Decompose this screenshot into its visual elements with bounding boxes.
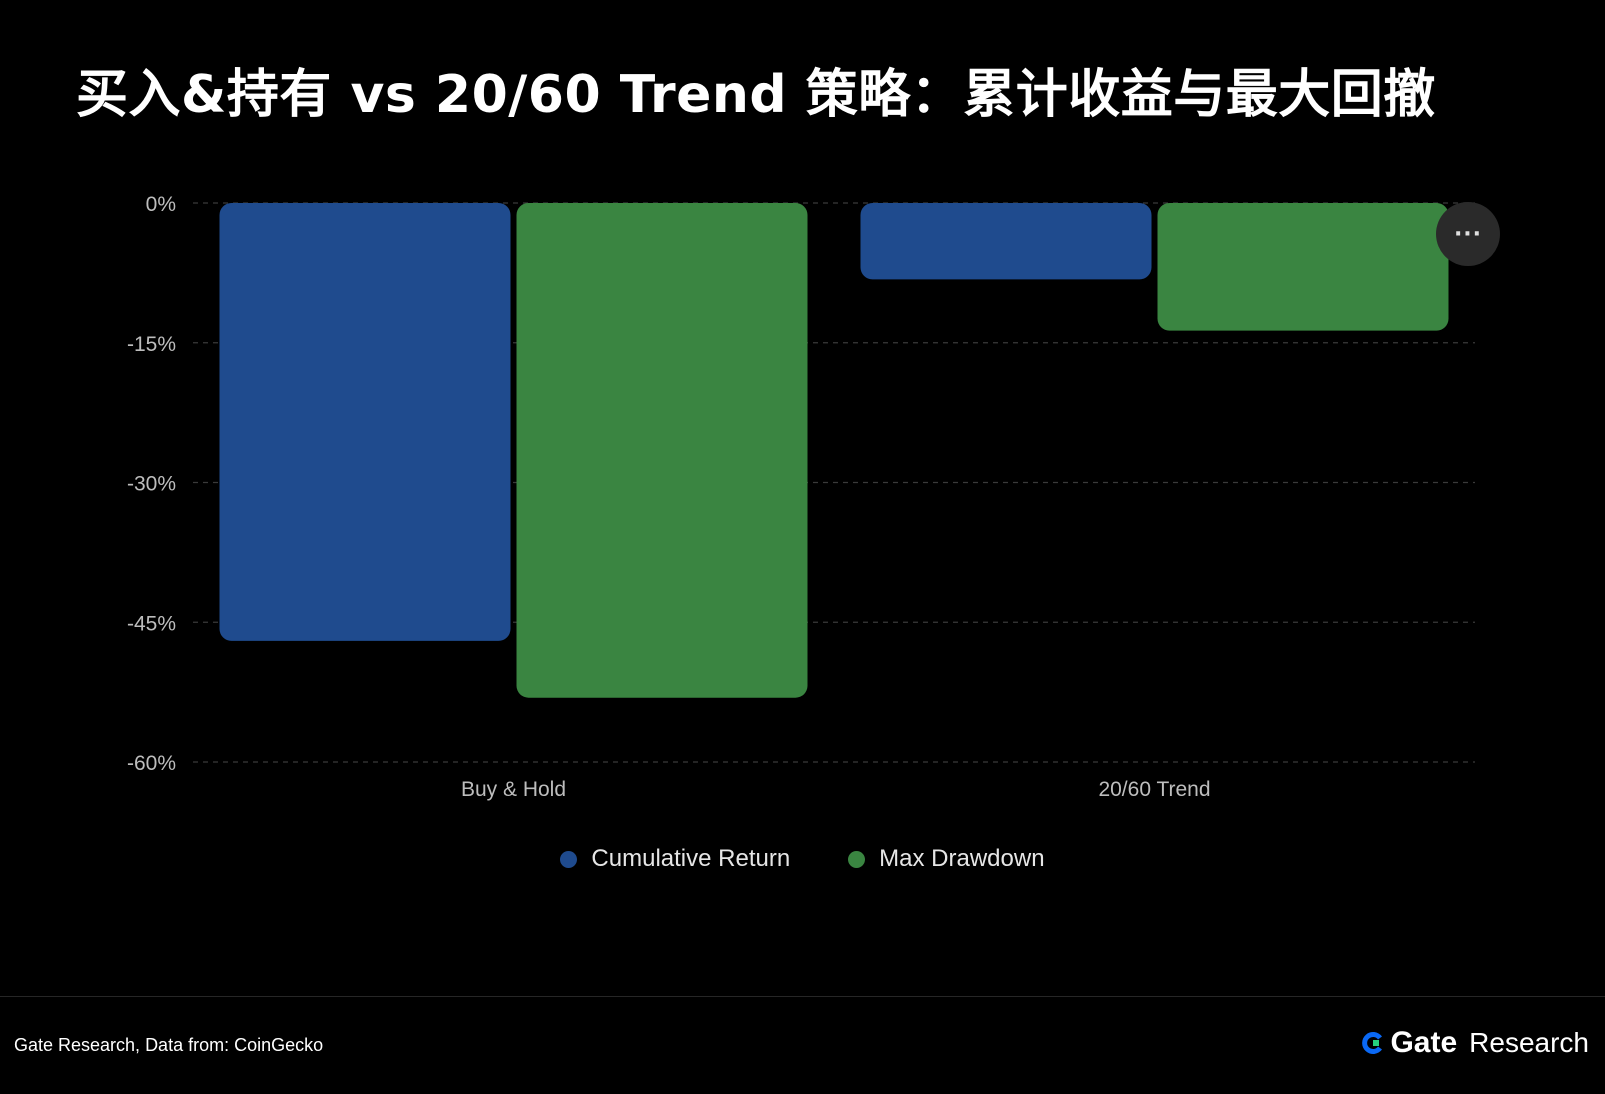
- legend-label: Max Drawdown: [879, 845, 1045, 872]
- y-tick-label: 0%: [146, 193, 176, 216]
- x-axis-ticks: Buy & Hold 20/60 Trend: [461, 778, 1211, 801]
- legend: Cumulative Return Max Drawdown: [0, 845, 1605, 873]
- legend-item-cumulative-return[interactable]: Cumulative Return: [560, 845, 790, 873]
- more-options-button[interactable]: ···: [1436, 202, 1500, 266]
- brand-name: Gate: [1390, 1026, 1458, 1059]
- y-tick-label: -45%: [127, 612, 176, 635]
- y-tick-label: -30%: [127, 473, 176, 496]
- legend-dot-cumulative-return: [560, 850, 578, 868]
- bars: [219, 203, 1449, 698]
- x-tick-label: Buy & Hold: [461, 778, 566, 801]
- legend-label: Cumulative Return: [591, 845, 791, 872]
- bar-chart: 0% -15% -30% -45% -60% Buy & Hold 20/60 Trend: [127, 193, 1475, 801]
- y-axis-ticks: 0% -15% -30% -45% -60%: [127, 193, 176, 775]
- bar-max-drawdown[interactable]: [1157, 203, 1449, 331]
- bar-cumulative-return[interactable]: [219, 203, 511, 641]
- legend-item-max-drawdown[interactable]: Max Drawdown: [848, 845, 1045, 873]
- x-tick-label: 20/60 Trend: [1098, 778, 1210, 801]
- bar-max-drawdown[interactable]: [516, 203, 808, 698]
- gate-logo-icon: [1362, 1032, 1383, 1054]
- y-tick-label: -15%: [127, 333, 176, 356]
- chart-title: 买入&持有 vs 20/60 Trend 策略：累计收益与最大回撤: [76, 65, 1436, 125]
- footer-source: Gate Research, Data from: CoinGecko: [14, 1035, 324, 1055]
- y-tick-label: -60%: [127, 752, 176, 775]
- brand-logo: Gate Research: [1360, 1026, 1589, 1060]
- brand-suffix: Research: [1469, 1027, 1589, 1058]
- bar-cumulative-return[interactable]: [860, 203, 1152, 280]
- legend-dot-max-drawdown: [848, 850, 866, 868]
- more-options-icon: ···: [1453, 221, 1483, 247]
- footer-divider: [0, 996, 1605, 997]
